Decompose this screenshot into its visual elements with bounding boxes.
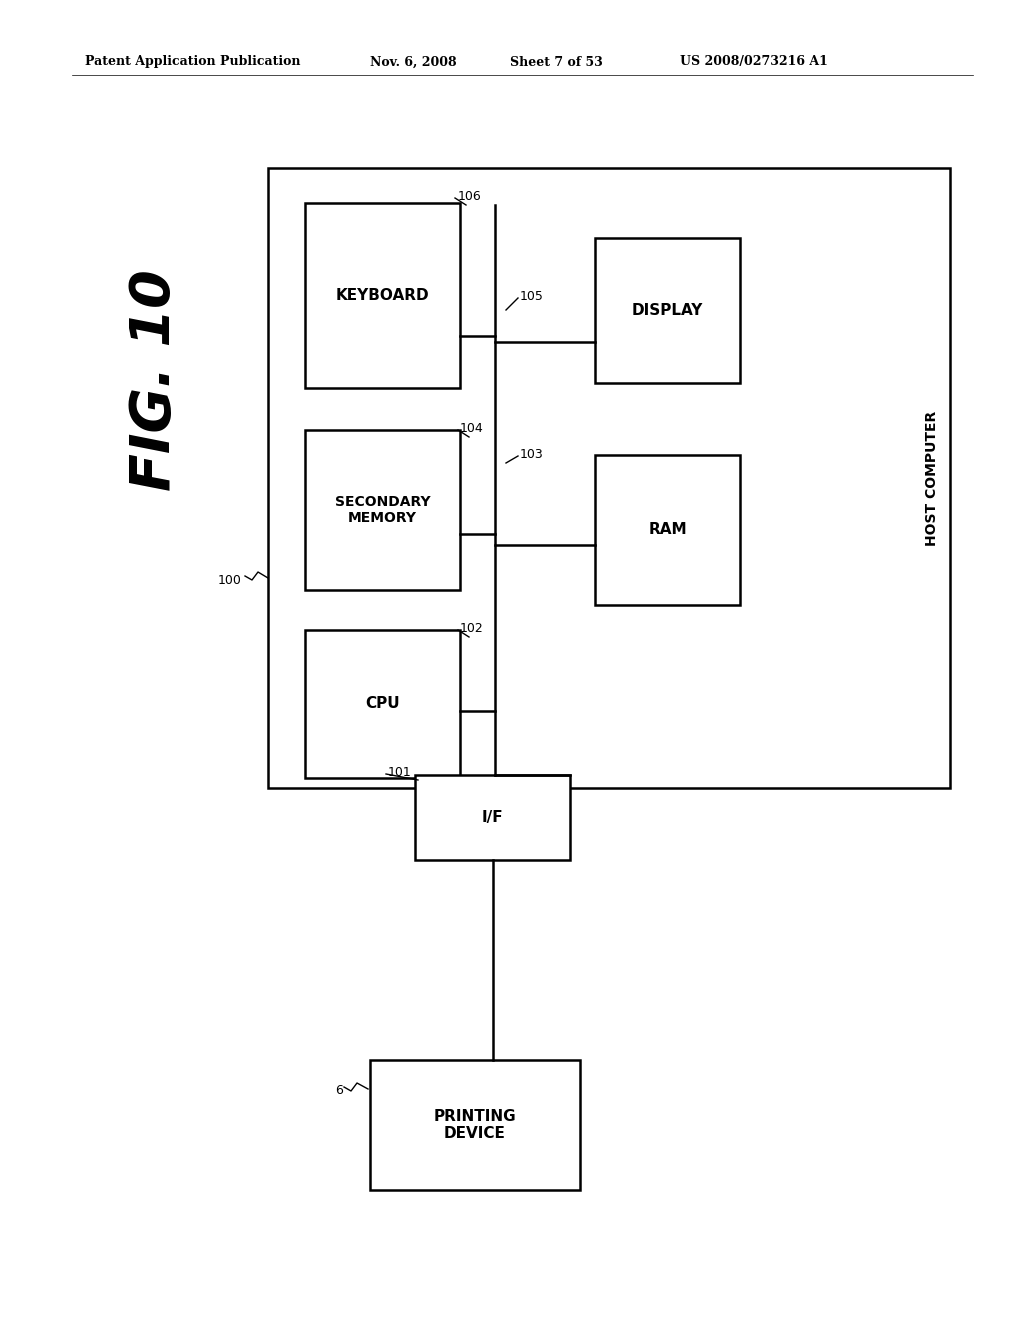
Bar (370, 1060, 580, 1191)
Text: 6: 6 (335, 1084, 343, 1097)
Text: 105: 105 (520, 289, 544, 302)
Text: 104: 104 (460, 421, 483, 434)
Text: I/F: I/F (481, 810, 504, 825)
Text: SECONDARY
MEMORY: SECONDARY MEMORY (335, 495, 430, 525)
Text: KEYBOARD: KEYBOARD (336, 288, 429, 304)
Text: HOST COMPUTER: HOST COMPUTER (925, 411, 939, 545)
Text: FIG. 10: FIG. 10 (128, 269, 182, 491)
Bar (305, 203, 460, 388)
Text: Patent Application Publication: Patent Application Publication (85, 55, 300, 69)
Text: RAM: RAM (648, 523, 687, 537)
Bar (415, 775, 570, 861)
Text: US 2008/0273216 A1: US 2008/0273216 A1 (680, 55, 827, 69)
Text: 103: 103 (520, 447, 544, 461)
Text: DISPLAY: DISPLAY (632, 304, 703, 318)
Text: PRINTING
DEVICE: PRINTING DEVICE (434, 1109, 516, 1142)
Text: Sheet 7 of 53: Sheet 7 of 53 (510, 55, 603, 69)
Text: 101: 101 (388, 766, 412, 779)
Text: CPU: CPU (366, 697, 399, 711)
Bar (268, 168, 950, 788)
Text: Nov. 6, 2008: Nov. 6, 2008 (370, 55, 457, 69)
Text: 100: 100 (218, 573, 242, 586)
Bar (305, 630, 460, 777)
Bar (595, 455, 740, 605)
Bar (305, 430, 460, 590)
Bar (595, 238, 740, 383)
Text: 106: 106 (458, 190, 481, 202)
Text: 102: 102 (460, 622, 483, 635)
